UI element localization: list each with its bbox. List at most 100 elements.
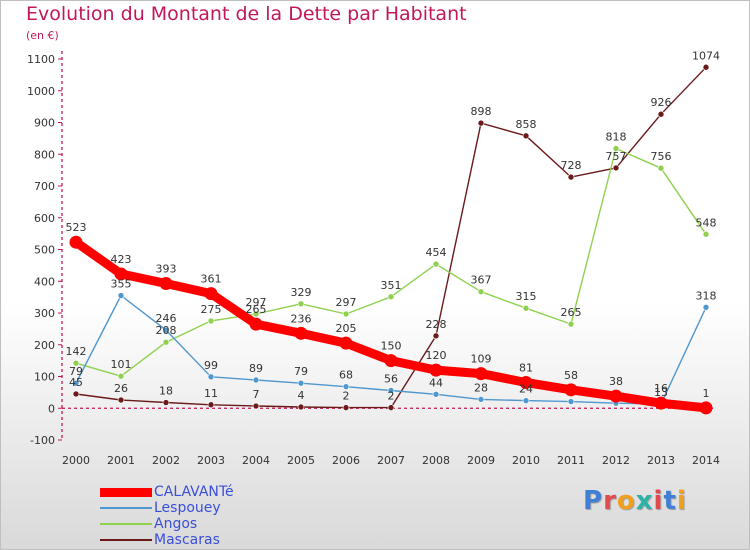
data-point [609, 389, 623, 403]
y-tick-label: 300 [34, 307, 55, 320]
data-point [342, 383, 350, 390]
data-point [702, 303, 710, 311]
x-tick-label: 2004 [242, 454, 270, 467]
legend-swatch [100, 507, 152, 509]
data-point [294, 326, 308, 340]
data-label: 318 [696, 289, 717, 302]
data-point [207, 317, 215, 325]
data-label: 355 [111, 278, 132, 291]
data-label: 4 [298, 389, 305, 402]
data-point [342, 404, 350, 411]
data-label: 2 [388, 390, 395, 403]
data-point [699, 401, 713, 415]
y-tick-label: 1000 [27, 85, 55, 98]
data-label: 13 [654, 386, 668, 399]
chart-title: Evolution du Montant de la Dette par Hab… [26, 3, 467, 25]
data-label: 423 [111, 253, 132, 266]
y-tick-label: 800 [34, 148, 55, 161]
data-label: 38 [609, 375, 623, 388]
data-point [384, 354, 398, 368]
data-label: 818 [606, 131, 627, 144]
data-point [567, 398, 575, 405]
data-point [72, 359, 80, 367]
data-point [162, 338, 170, 346]
data-label: 315 [516, 290, 537, 303]
x-tick-label: 2007 [377, 454, 405, 467]
data-label: 926 [651, 96, 672, 109]
data-label: 454 [426, 246, 447, 259]
data-point [612, 145, 620, 152]
data-point [207, 401, 215, 409]
data-label: 2 [343, 390, 350, 403]
legend-label: CALAVANTé [154, 484, 234, 500]
data-point [477, 396, 485, 403]
data-label: 89 [249, 362, 263, 375]
chart-unit-label: (en €) [26, 29, 59, 42]
data-point [249, 317, 263, 331]
data-point [657, 110, 665, 118]
data-label: 142 [66, 345, 87, 358]
data-label: 329 [291, 286, 312, 299]
logo-letter: o [616, 486, 636, 516]
y-tick-label: -100 [30, 434, 55, 447]
y-tick-label: 500 [34, 244, 55, 257]
legend-label: Lespouey [154, 500, 221, 516]
x-tick-label: 2002 [152, 454, 180, 467]
legend-swatch [100, 539, 152, 541]
data-point [432, 390, 440, 398]
data-label: 275 [201, 303, 222, 316]
data-point [117, 396, 125, 404]
data-label: 7 [253, 388, 260, 401]
x-tick-label: 2013 [647, 454, 675, 467]
data-point [204, 287, 218, 301]
data-label: 26 [114, 382, 128, 395]
data-point [162, 326, 170, 334]
data-point [654, 396, 668, 410]
data-label: 56 [384, 372, 398, 385]
data-point [69, 235, 83, 249]
data-point [252, 310, 260, 318]
data-point [252, 402, 260, 410]
legend-swatch [100, 523, 152, 525]
data-label: 361 [201, 273, 222, 286]
data-point [114, 267, 128, 281]
x-tick-label: 2006 [332, 454, 360, 467]
data-label: 265 [246, 303, 267, 316]
data-point [252, 376, 260, 384]
data-point [72, 390, 80, 398]
x-tick-label: 2012 [602, 454, 630, 467]
data-label: 756 [651, 150, 672, 163]
data-label: 297 [246, 296, 267, 309]
data-point [567, 173, 575, 181]
data-label: 68 [339, 369, 353, 382]
data-label: 28 [474, 381, 488, 394]
logo-letter: t [663, 486, 677, 516]
x-tick-label: 2008 [422, 454, 450, 467]
x-tick-label: 2003 [197, 454, 225, 467]
proxiti-logo: Proxiti [583, 486, 687, 516]
x-tick-label: 2010 [512, 454, 540, 467]
data-label: 79 [69, 365, 83, 378]
data-point [297, 403, 305, 411]
data-point [117, 292, 125, 299]
data-label: 16 [654, 382, 668, 395]
data-label: 109 [471, 353, 492, 366]
data-point [297, 300, 305, 308]
data-label: 236 [291, 312, 312, 325]
data-point [159, 276, 173, 290]
data-label: 246 [156, 312, 177, 325]
y-tick-label: 700 [34, 180, 55, 193]
data-label: 351 [381, 279, 402, 292]
data-point [432, 332, 440, 340]
data-point [162, 399, 170, 406]
data-point [612, 164, 620, 172]
data-label: 898 [471, 105, 492, 118]
x-tick-label: 2000 [62, 454, 90, 467]
y-tick-label: 100 [34, 371, 55, 384]
legend-swatch [100, 487, 152, 497]
data-point [477, 119, 485, 127]
y-tick-label: 200 [34, 339, 55, 352]
y-tick-label: 1100 [27, 53, 55, 66]
